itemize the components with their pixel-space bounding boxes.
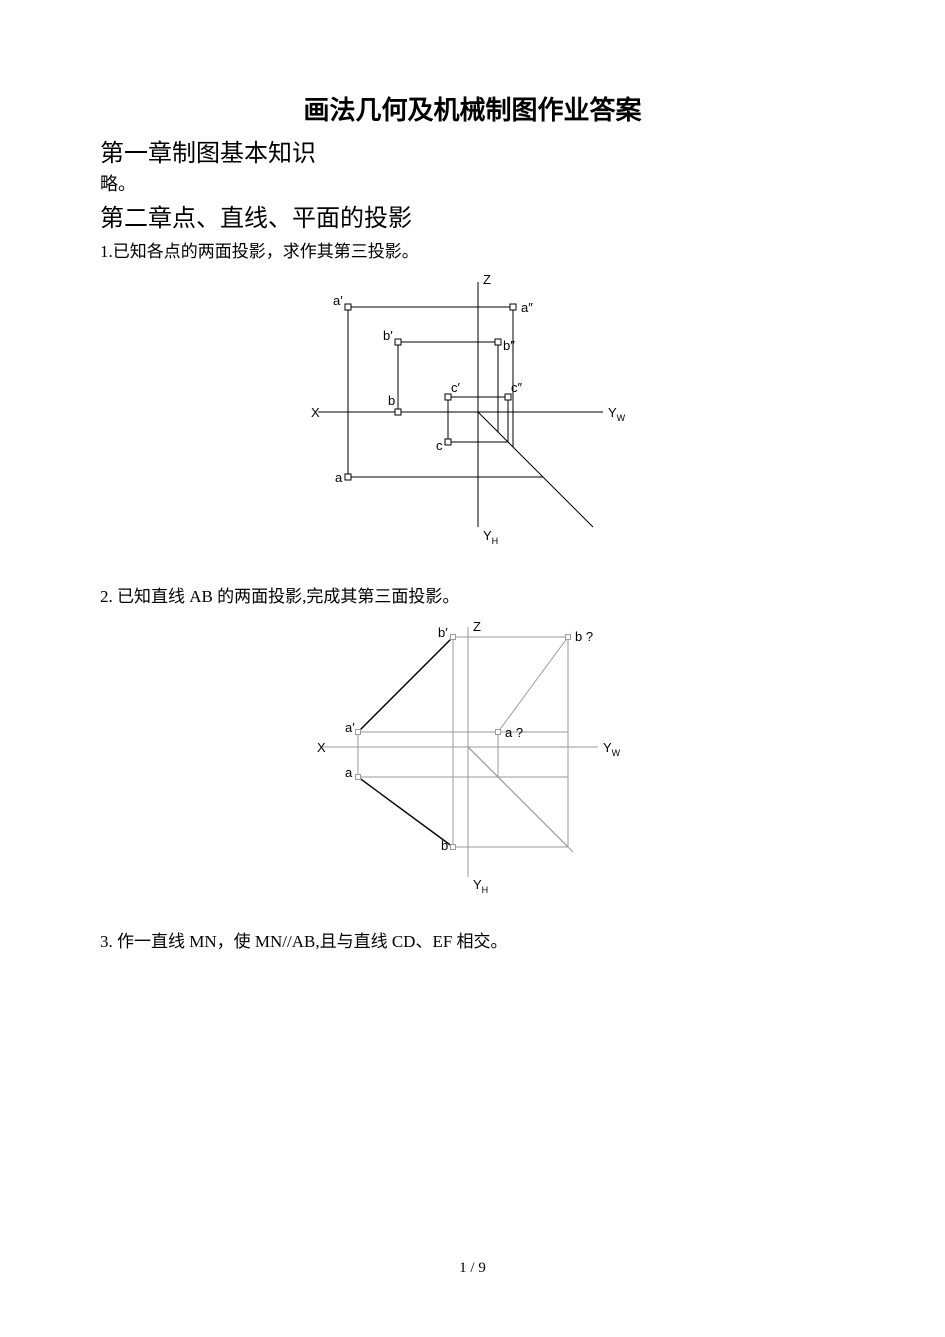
diagram-1: X Z YW YH a′ a″ b′ b″ b c′ c″ c a: [303, 272, 643, 552]
svg-text:c′: c′: [451, 380, 461, 395]
svg-text:YH: YH: [473, 877, 488, 895]
document-title: 画法几何及机械制图作业答案: [100, 90, 845, 127]
chapter-1-body: 略。: [100, 170, 845, 196]
svg-text:Z: Z: [483, 272, 491, 287]
svg-text:a′: a′: [333, 293, 343, 308]
svg-text:YW: YW: [608, 405, 626, 423]
chapter-2-heading: 第二章点、直线、平面的投影: [100, 198, 845, 233]
svg-text:a: a: [345, 765, 353, 780]
svg-text:b′: b′: [383, 328, 393, 343]
svg-text:b″: b″: [503, 338, 515, 353]
diagram-2: X Z YW YH b′ b ? a′ a ? a b: [313, 617, 633, 897]
question-2: 2. 已知直线 AB 的两面投影,完成其第三面投影。: [100, 582, 845, 607]
svg-text:c: c: [436, 438, 443, 453]
svg-text:c″: c″: [511, 380, 523, 395]
svg-text:b′: b′: [438, 625, 448, 640]
svg-text:a: a: [335, 470, 343, 485]
svg-text:X: X: [311, 405, 320, 420]
svg-text:b: b: [388, 393, 395, 408]
svg-text:b: b: [441, 838, 448, 853]
svg-text:b ?: b ?: [575, 629, 593, 644]
svg-text:X: X: [317, 740, 326, 755]
svg-text:a ?: a ?: [505, 725, 523, 740]
svg-text:YH: YH: [483, 528, 498, 546]
page: 画法几何及机械制图作业答案 第一章制图基本知识 略。 第二章点、直线、平面的投影…: [0, 0, 945, 1337]
chapter-1-heading: 第一章制图基本知识: [100, 133, 845, 168]
page-footer: 1 / 9: [0, 1260, 945, 1277]
svg-text:a′: a′: [345, 720, 355, 735]
question-1: 1.已知各点的两面投影，求作其第三投影。: [100, 237, 845, 262]
question-3: 3. 作一直线 MN，使 MN//AB,且与直线 CD、EF 相交。: [100, 927, 845, 952]
svg-text:a″: a″: [521, 300, 533, 315]
svg-text:YW: YW: [603, 740, 621, 758]
svg-text:Z: Z: [473, 619, 481, 634]
